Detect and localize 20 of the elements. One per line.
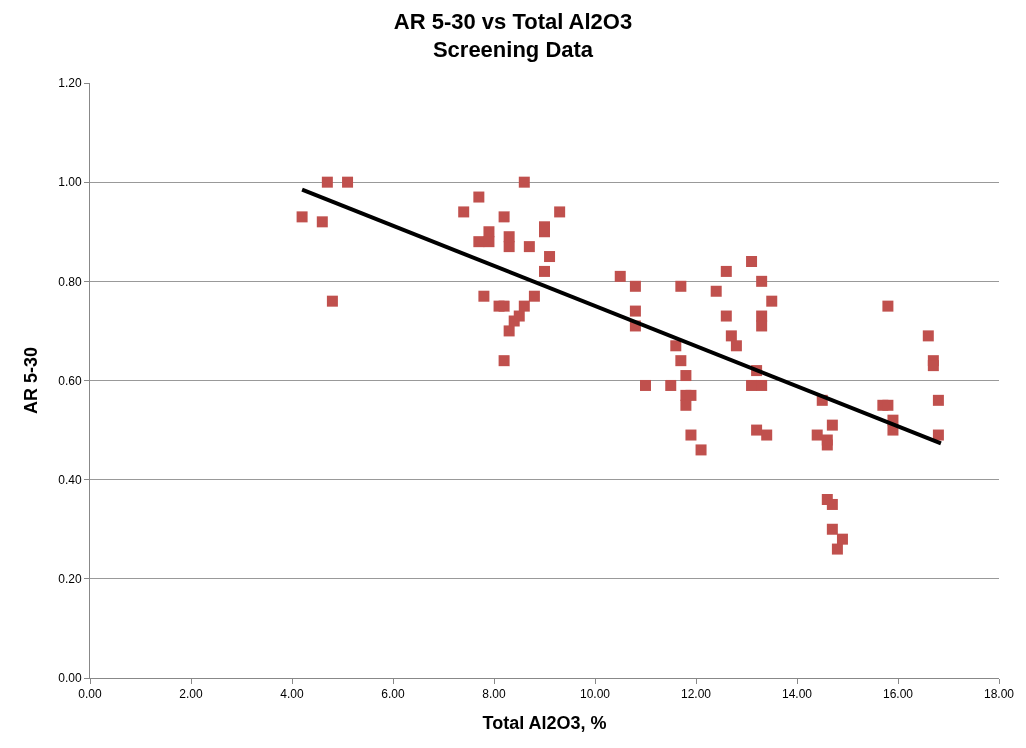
y-tick-label: 0.20 [58, 572, 82, 587]
x-tick-label: 6.00 [381, 687, 405, 702]
y-tick-label: 0.60 [58, 373, 82, 388]
y-axis-title: AR 5-30 [21, 346, 42, 415]
y-tick-label: 1.20 [58, 76, 82, 91]
x-tick-label: 4.00 [280, 687, 304, 702]
x-tick-label: 18.00 [983, 687, 1015, 702]
y-tick-label: 0.80 [58, 274, 82, 289]
x-tick-label: 12.00 [680, 687, 712, 702]
chart-title: AR 5-30 vs Total Al2O3 Screening Data [393, 8, 633, 63]
y-tick-label: 0.00 [58, 671, 82, 686]
x-tick-label: 14.00 [781, 687, 813, 702]
x-tick-label: 8.00 [482, 687, 506, 702]
x-tick-label: 10.00 [579, 687, 611, 702]
x-axis-title: Total Al2O3, % [482, 712, 607, 733]
x-tick-label: 2.00 [179, 687, 203, 702]
x-tick-label: 16.00 [882, 687, 914, 702]
x-tick-label: 0.00 [78, 687, 102, 702]
y-tick-label: 1.00 [58, 175, 82, 190]
y-tick-label: 0.40 [58, 472, 82, 487]
